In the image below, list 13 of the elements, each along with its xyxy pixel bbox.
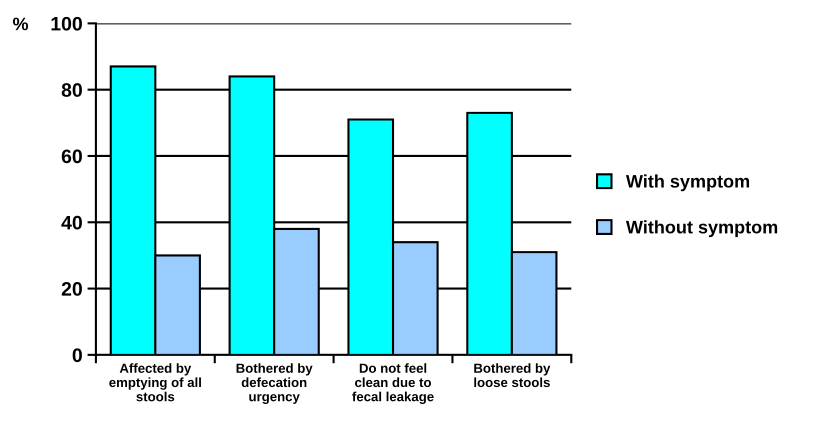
- y-axis-title: %: [12, 18, 28, 30]
- y-tick-label: 0: [72, 348, 82, 362]
- y-tick-label: 80: [62, 83, 82, 97]
- x-tick-label: Affected by emptying of all stools: [109, 363, 201, 402]
- x-tick-label: Do not feel clean due to fecal leakage: [352, 363, 434, 404]
- x-tick-label: Bothered by loose stools: [474, 363, 550, 388]
- y-tick-label: 60: [62, 149, 82, 164]
- x-tick-label: Bothered by defecation urgency: [236, 363, 313, 404]
- y-tick-label: 100: [52, 16, 82, 31]
- legend-label: Without symptom: [626, 220, 778, 238]
- y-tick-label: 40: [61, 216, 82, 230]
- legend-label: With symptom: [626, 174, 750, 192]
- y-tick-label: 20: [62, 282, 82, 296]
